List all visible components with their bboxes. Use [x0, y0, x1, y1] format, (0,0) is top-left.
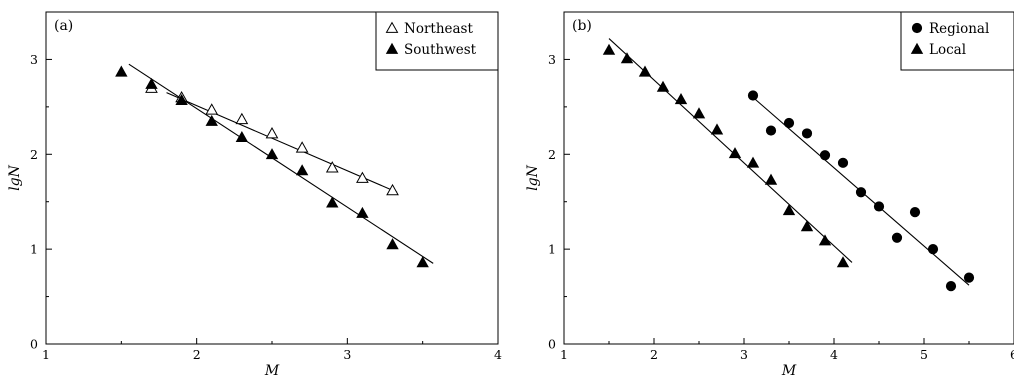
legend-box — [900, 12, 1014, 71]
y-tick-label: 1 — [30, 242, 38, 257]
y-tick-label: 3 — [548, 52, 556, 67]
y-tick-label: 2 — [30, 147, 38, 162]
x-tick-label: 6 — [1010, 347, 1014, 362]
x-tick-label: 2 — [193, 347, 201, 362]
legend-marker — [911, 22, 923, 34]
x-tick-label: 2 — [650, 347, 658, 362]
y-tick-label: 2 — [548, 147, 556, 162]
data-point — [145, 77, 158, 89]
legend-label: Northeast — [404, 21, 473, 37]
x-tick-label: 1 — [560, 347, 568, 362]
panel-label: (b) — [572, 18, 592, 34]
data-point — [710, 123, 724, 135]
data-point — [800, 220, 814, 232]
data-point — [927, 244, 939, 255]
data-point — [386, 238, 399, 250]
data-point — [205, 103, 219, 115]
legend-label: Southwest — [404, 42, 477, 58]
y-tick-label: 1 — [548, 242, 556, 257]
y-tick-label: 0 — [30, 337, 38, 352]
data-point — [674, 93, 688, 105]
data-point — [963, 272, 975, 283]
y-axis-label: lgN — [525, 164, 541, 190]
x-axis-label: M — [781, 363, 797, 379]
data-point — [602, 43, 616, 55]
y-tick-label: 0 — [548, 337, 556, 352]
data-point — [416, 256, 429, 268]
legend-box — [375, 12, 498, 71]
fit-line — [166, 92, 398, 193]
legend-marker — [385, 21, 399, 33]
panel-label: (a) — [54, 18, 73, 34]
data-point — [873, 201, 885, 212]
x-tick-label: 3 — [740, 347, 748, 362]
data-point — [235, 112, 249, 125]
data-point — [295, 141, 309, 153]
y-tick-label: 3 — [30, 52, 38, 67]
data-point — [837, 157, 849, 168]
data-point — [945, 281, 957, 292]
legend-label: Local — [929, 42, 966, 58]
data-point — [620, 52, 634, 64]
data-point — [783, 117, 795, 129]
data-point — [764, 173, 778, 185]
x-tick-label: 4 — [830, 347, 838, 362]
fit-line — [128, 63, 434, 264]
data-point — [205, 114, 218, 126]
data-point — [265, 148, 279, 160]
data-point — [747, 90, 759, 101]
data-point — [692, 107, 706, 119]
data-point — [855, 187, 867, 198]
data-point — [115, 65, 128, 77]
data-point — [356, 206, 369, 218]
x-tick-label: 5 — [920, 347, 928, 362]
data-point — [356, 171, 369, 183]
x-axis-label: M — [264, 363, 280, 379]
data-point — [818, 234, 832, 246]
data-point — [836, 256, 850, 268]
legend-marker — [910, 42, 924, 54]
legend-marker — [385, 42, 399, 54]
x-tick-label: 3 — [343, 347, 351, 362]
data-point — [638, 65, 652, 77]
data-point — [325, 161, 339, 173]
data-point — [295, 164, 309, 176]
y-axis-label: lgN — [7, 164, 23, 190]
data-point — [765, 125, 777, 136]
data-point — [235, 130, 249, 143]
data-point — [801, 128, 813, 139]
data-point — [386, 183, 399, 196]
data-point — [656, 80, 670, 92]
data-point — [728, 147, 742, 159]
data-point — [782, 204, 796, 216]
x-tick-label: 1 — [42, 347, 50, 362]
data-point — [891, 232, 903, 243]
data-point — [819, 150, 831, 161]
legend-label: Regional — [929, 21, 989, 37]
data-point — [746, 156, 760, 168]
data-point — [326, 196, 339, 208]
data-point — [175, 93, 188, 106]
data-point — [265, 126, 279, 139]
x-tick-label: 4 — [494, 347, 502, 362]
data-point — [909, 207, 921, 218]
